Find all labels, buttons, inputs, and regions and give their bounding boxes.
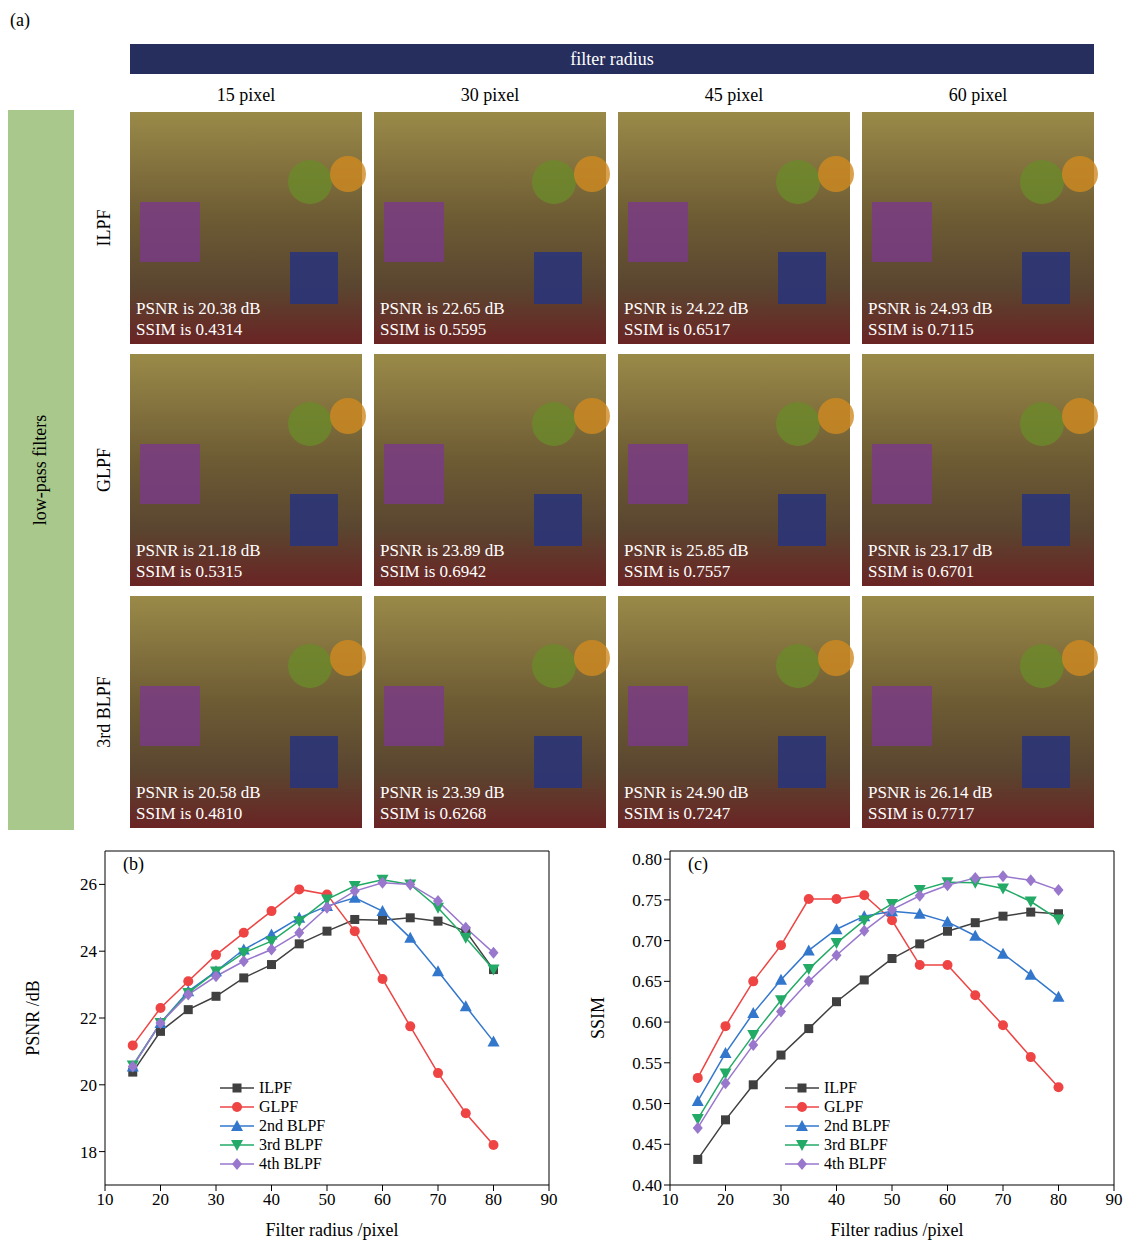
svg-text:0.55: 0.55 — [632, 1054, 662, 1073]
svg-text:(a): (a) — [10, 10, 30, 31]
svg-text:0.50: 0.50 — [632, 1095, 662, 1114]
html-text:Filter radius /pixel: Filter radius /pixel — [830, 1220, 964, 1240]
html-text:(b): (b) — [123, 854, 144, 874]
svg-text:SSIM is 0.7247: SSIM is 0.7247 — [624, 804, 731, 823]
html-text:GLPF: GLPF — [259, 1097, 299, 1115]
html-text:4th BLPF: 4th BLPF — [824, 1154, 887, 1172]
svg-text:PSNR is 24.90 dB: PSNR is 24.90 dB — [624, 783, 749, 802]
svg-text:GLPF: GLPF — [94, 448, 114, 492]
html-text:ILPF: ILPF — [259, 1078, 292, 1096]
html-text:3rd BLPF: 3rd BLPF — [824, 1135, 888, 1153]
svg-text:60: 60 — [939, 1190, 956, 1209]
svg-text:70: 70 — [430, 1190, 447, 1209]
svg-text:60 pixel: 60 pixel — [949, 85, 1008, 105]
svg-text:PSNR is 23.17 dB: PSNR is 23.17 dB — [868, 541, 993, 560]
svg-text:45 pixel: 45 pixel — [705, 85, 764, 105]
html-text:2nd BLPF: 2nd BLPF — [259, 1116, 326, 1134]
svg-text:filter radius: filter radius — [570, 49, 653, 69]
svg-text:PSNR is 24.22 dB: PSNR is 24.22 dB — [624, 299, 749, 318]
svg-text:0.40: 0.40 — [632, 1176, 662, 1195]
svg-text:SSIM is 0.5315: SSIM is 0.5315 — [136, 562, 242, 581]
svg-text:SSIM is 0.7717: SSIM is 0.7717 — [868, 804, 975, 823]
svg-text:20: 20 — [717, 1190, 734, 1209]
svg-text:10: 10 — [97, 1190, 114, 1209]
svg-text:0.60: 0.60 — [632, 1013, 662, 1032]
svg-text:PSNR is 20.38 dB: PSNR is 20.38 dB — [136, 299, 261, 318]
svg-text:0.80: 0.80 — [632, 850, 662, 869]
html-text:4th BLPF: 4th BLPF — [259, 1154, 322, 1172]
html-text:GLPF: GLPF — [824, 1097, 864, 1115]
svg-text:ILPF: ILPF — [94, 209, 114, 246]
html-text:Filter radius /pixel: Filter radius /pixel — [265, 1220, 399, 1240]
svg-text:80: 80 — [485, 1190, 502, 1209]
svg-text:0.65: 0.65 — [632, 972, 662, 991]
svg-text:30: 30 — [208, 1190, 225, 1209]
svg-text:SSIM is 0.4810: SSIM is 0.4810 — [136, 804, 242, 823]
svg-text:PSNR is 26.14 dB: PSNR is 26.14 dB — [868, 783, 993, 802]
svg-text:60: 60 — [374, 1190, 391, 1209]
svg-text:90: 90 — [1106, 1190, 1123, 1209]
svg-text:SSIM is 0.6942: SSIM is 0.6942 — [380, 562, 486, 581]
svg-text:0.45: 0.45 — [632, 1135, 662, 1154]
svg-text:SSIM is 0.6517: SSIM is 0.6517 — [624, 320, 731, 339]
svg-text:15 pixel: 15 pixel — [217, 85, 276, 105]
svg-text:SSIM is 0.5595: SSIM is 0.5595 — [380, 320, 486, 339]
svg-text:PSNR is 24.93 dB: PSNR is 24.93 dB — [868, 299, 993, 318]
svg-text:30: 30 — [773, 1190, 790, 1209]
svg-text:PSNR is 21.18 dB: PSNR is 21.18 dB — [136, 541, 261, 560]
svg-text:40: 40 — [828, 1190, 845, 1209]
svg-text:80: 80 — [1050, 1190, 1067, 1209]
svg-text:18: 18 — [80, 1143, 97, 1162]
svg-text:0.75: 0.75 — [632, 891, 662, 910]
svg-text:PSNR is 22.65 dB: PSNR is 22.65 dB — [380, 299, 505, 318]
svg-text:10: 10 — [662, 1190, 679, 1209]
svg-text:SSIM is 0.7115: SSIM is 0.7115 — [868, 320, 974, 339]
svg-text:PSNR is 23.89 dB: PSNR is 23.89 dB — [380, 541, 505, 560]
svg-text:20: 20 — [152, 1190, 169, 1209]
svg-text:SSIM is 0.4314: SSIM is 0.4314 — [136, 320, 243, 339]
html-text:SSIM: SSIM — [587, 997, 608, 1039]
svg-text:PSNR is 20.58 dB: PSNR is 20.58 dB — [136, 783, 261, 802]
svg-text:22: 22 — [80, 1009, 97, 1028]
svg-text:70: 70 — [995, 1190, 1012, 1209]
svg-text:50: 50 — [319, 1190, 336, 1209]
svg-text:20: 20 — [80, 1076, 97, 1095]
svg-text:30 pixel: 30 pixel — [461, 85, 520, 105]
html-text:(c): (c) — [688, 854, 708, 874]
svg-text:SSIM is 0.6268: SSIM is 0.6268 — [380, 804, 486, 823]
svg-text:50: 50 — [884, 1190, 901, 1209]
html-text:2nd BLPF: 2nd BLPF — [824, 1116, 891, 1134]
svg-text:low-pass filters: low-pass filters — [30, 415, 50, 525]
svg-text:26: 26 — [80, 875, 97, 894]
svg-text:24: 24 — [80, 942, 98, 961]
html-text:PSNR /dB: PSNR /dB — [22, 980, 43, 1056]
svg-text:PSNR is 23.39 dB: PSNR is 23.39 dB — [380, 783, 505, 802]
svg-text:40: 40 — [263, 1190, 280, 1209]
svg-text:90: 90 — [541, 1190, 558, 1209]
html-text:3rd BLPF: 3rd BLPF — [259, 1135, 323, 1153]
svg-text:SSIM is 0.7557: SSIM is 0.7557 — [624, 562, 731, 581]
html-text:ILPF: ILPF — [824, 1078, 857, 1096]
svg-text:0.70: 0.70 — [632, 932, 662, 951]
svg-text:PSNR is 25.85 dB: PSNR is 25.85 dB — [624, 541, 749, 560]
svg-text:3rd BLPF: 3rd BLPF — [94, 676, 114, 748]
svg-text:SSIM is 0.6701: SSIM is 0.6701 — [868, 562, 974, 581]
